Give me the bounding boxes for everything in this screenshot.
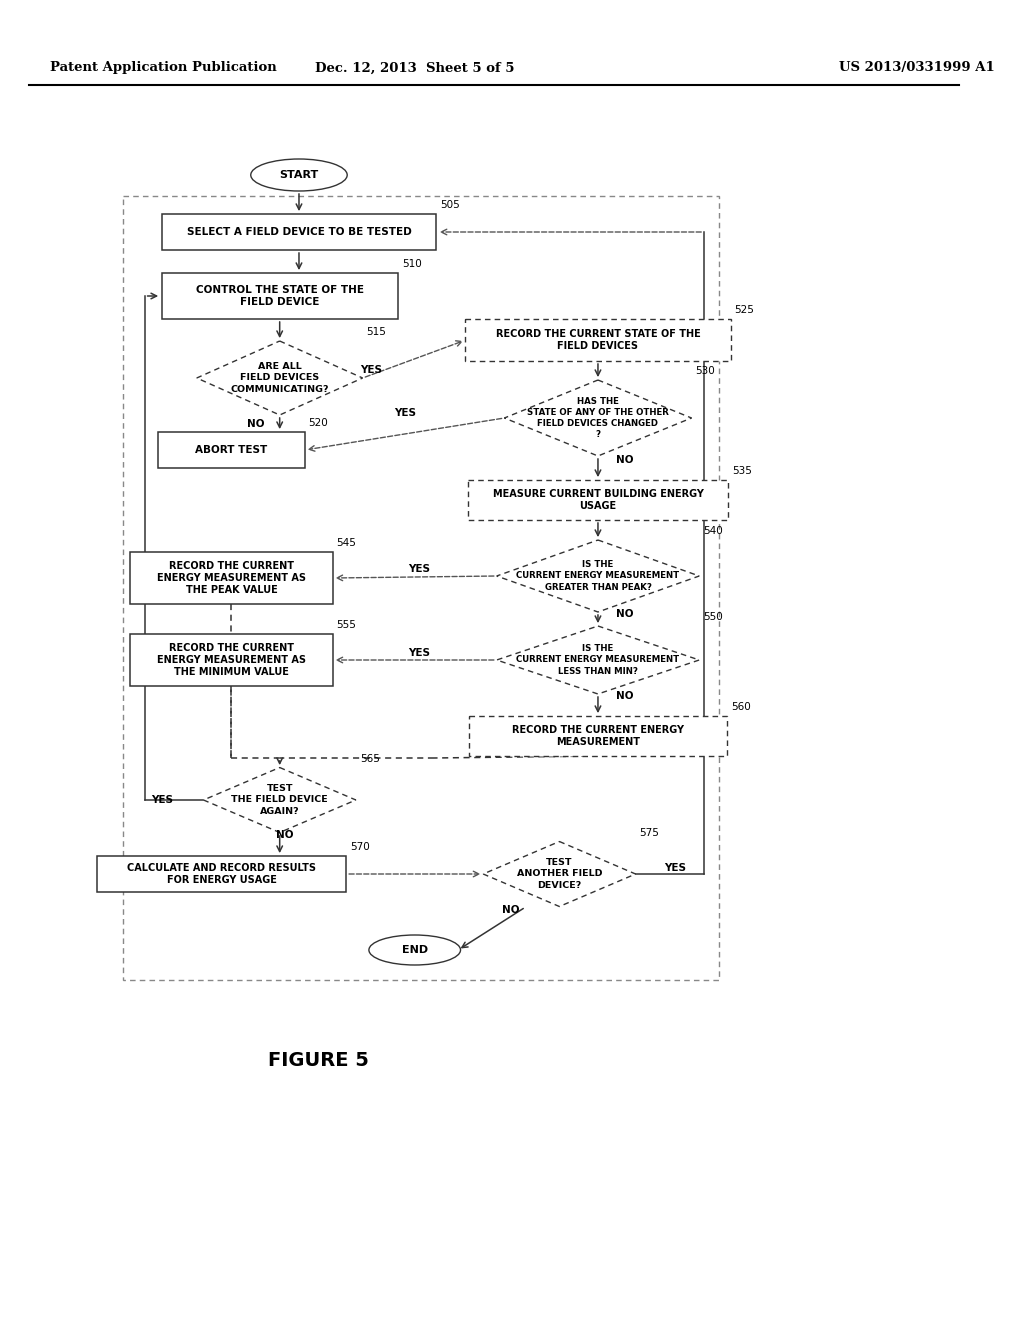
Text: YES: YES: [409, 648, 430, 657]
FancyBboxPatch shape: [130, 634, 333, 686]
Text: NO: NO: [275, 830, 293, 840]
Polygon shape: [197, 341, 362, 414]
Text: 565: 565: [359, 754, 380, 763]
Polygon shape: [505, 380, 691, 455]
Text: 515: 515: [367, 327, 386, 337]
Text: FIGURE 5: FIGURE 5: [268, 1051, 369, 1069]
FancyBboxPatch shape: [468, 480, 728, 520]
Text: CALCULATE AND RECORD RESULTS
FOR ENERGY USAGE: CALCULATE AND RECORD RESULTS FOR ENERGY …: [127, 863, 316, 886]
Text: RECORD THE CURRENT
ENERGY MEASUREMENT AS
THE MINIMUM VALUE: RECORD THE CURRENT ENERGY MEASUREMENT AS…: [157, 643, 306, 677]
Text: 555: 555: [337, 620, 356, 630]
Text: IS THE
CURRENT ENERGY MEASUREMENT
LESS THAN MIN?: IS THE CURRENT ENERGY MEASUREMENT LESS T…: [516, 644, 680, 676]
Text: START: START: [280, 170, 318, 180]
Text: Dec. 12, 2013  Sheet 5 of 5: Dec. 12, 2013 Sheet 5 of 5: [315, 62, 514, 74]
Text: SELECT A FIELD DEVICE TO BE TESTED: SELECT A FIELD DEVICE TO BE TESTED: [186, 227, 412, 238]
Polygon shape: [483, 842, 636, 907]
Text: US 2013/0331999 A1: US 2013/0331999 A1: [839, 62, 995, 74]
Text: NO: NO: [616, 609, 634, 619]
Polygon shape: [497, 540, 699, 612]
Text: YES: YES: [394, 408, 416, 418]
FancyBboxPatch shape: [158, 432, 305, 469]
Text: YES: YES: [409, 564, 430, 574]
Ellipse shape: [251, 158, 347, 191]
Text: 520: 520: [308, 418, 329, 428]
Text: TEST
ANOTHER FIELD
DEVICE?: TEST ANOTHER FIELD DEVICE?: [517, 858, 602, 890]
Text: ARE ALL
FIELD DEVICES
COMMUNICATING?: ARE ALL FIELD DEVICES COMMUNICATING?: [230, 363, 329, 393]
Text: NO: NO: [247, 418, 264, 429]
Text: 560: 560: [731, 702, 751, 711]
FancyBboxPatch shape: [130, 552, 333, 605]
Ellipse shape: [369, 935, 461, 965]
Text: RECORD THE CURRENT STATE OF THE
FIELD DEVICES: RECORD THE CURRENT STATE OF THE FIELD DE…: [496, 329, 700, 351]
Text: Patent Application Publication: Patent Application Publication: [50, 62, 276, 74]
FancyBboxPatch shape: [162, 214, 436, 249]
Text: IS THE
CURRENT ENERGY MEASUREMENT
GREATER THAN PEAK?: IS THE CURRENT ENERGY MEASUREMENT GREATE…: [516, 561, 680, 591]
Text: 510: 510: [401, 259, 422, 269]
Text: END: END: [401, 945, 428, 954]
Text: 525: 525: [734, 305, 755, 315]
Text: HAS THE
STATE OF ANY OF THE OTHER
FIELD DEVICES CHANGED
?: HAS THE STATE OF ANY OF THE OTHER FIELD …: [527, 397, 669, 440]
Text: RECORD THE CURRENT
ENERGY MEASUREMENT AS
THE PEAK VALUE: RECORD THE CURRENT ENERGY MEASUREMENT AS…: [157, 561, 306, 595]
Text: YES: YES: [665, 863, 686, 873]
FancyBboxPatch shape: [97, 855, 346, 892]
Text: YES: YES: [151, 795, 173, 805]
Text: YES: YES: [360, 366, 382, 375]
Text: ABORT TEST: ABORT TEST: [196, 445, 267, 455]
Text: 550: 550: [703, 612, 723, 622]
Text: NO: NO: [616, 690, 634, 701]
Text: 530: 530: [695, 366, 715, 376]
Text: CONTROL THE STATE OF THE
FIELD DEVICE: CONTROL THE STATE OF THE FIELD DEVICE: [196, 285, 364, 308]
Text: NO: NO: [503, 906, 520, 915]
Text: 575: 575: [639, 828, 659, 837]
Text: 505: 505: [440, 201, 460, 210]
FancyBboxPatch shape: [465, 319, 730, 360]
Text: 535: 535: [732, 466, 752, 477]
Text: TEST
THE FIELD DEVICE
AGAIN?: TEST THE FIELD DEVICE AGAIN?: [231, 784, 328, 816]
Text: 570: 570: [350, 842, 370, 851]
Polygon shape: [497, 626, 699, 694]
Text: 545: 545: [337, 539, 356, 548]
Text: RECORD THE CURRENT ENERGY
MEASUREMENT: RECORD THE CURRENT ENERGY MEASUREMENT: [512, 725, 684, 747]
Text: NO: NO: [616, 455, 634, 465]
FancyBboxPatch shape: [469, 715, 727, 756]
Text: MEASURE CURRENT BUILDING ENERGY
USAGE: MEASURE CURRENT BUILDING ENERGY USAGE: [493, 488, 703, 511]
FancyBboxPatch shape: [162, 273, 398, 319]
Text: 540: 540: [703, 525, 723, 536]
Polygon shape: [204, 767, 356, 833]
